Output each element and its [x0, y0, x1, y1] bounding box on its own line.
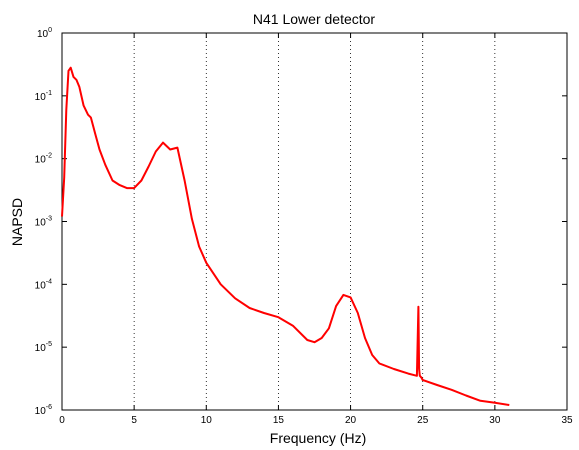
x-tick-label: 10: [201, 415, 213, 426]
y-tick-label: 100: [37, 27, 52, 40]
x-tick-label: 0: [59, 415, 65, 426]
grid-lines: [133, 33, 496, 410]
series-line: [61, 66, 510, 406]
y-tick-label: 10-3: [35, 216, 52, 229]
y-tick-label: 10-1: [35, 90, 52, 103]
y-tick-label: 10-2: [35, 153, 52, 166]
y-ticks: 100 10-1 10-2 10-3 10-4 10-5 10-6: [35, 27, 567, 417]
x-tick-label: 5: [131, 415, 137, 426]
y-tick-label: 10-4: [35, 278, 52, 291]
plot-frame: [61, 32, 568, 411]
chart-title: N41 Lower detector: [253, 11, 376, 27]
x-ticks: 0 5 10 15 20 25 30 35: [59, 33, 573, 426]
x-tick-label: 25: [417, 415, 429, 426]
x-tick-label: 30: [489, 415, 501, 426]
x-tick-label: 35: [561, 415, 573, 426]
y-tick-label: 10-6: [35, 404, 52, 417]
y-axis-label: NAPSD: [9, 198, 25, 246]
y-tick-label: 10-5: [35, 341, 52, 354]
x-tick-label: 15: [273, 415, 285, 426]
x-tick-label: 20: [345, 415, 357, 426]
x-axis-label: Frequency (Hz): [270, 430, 366, 446]
